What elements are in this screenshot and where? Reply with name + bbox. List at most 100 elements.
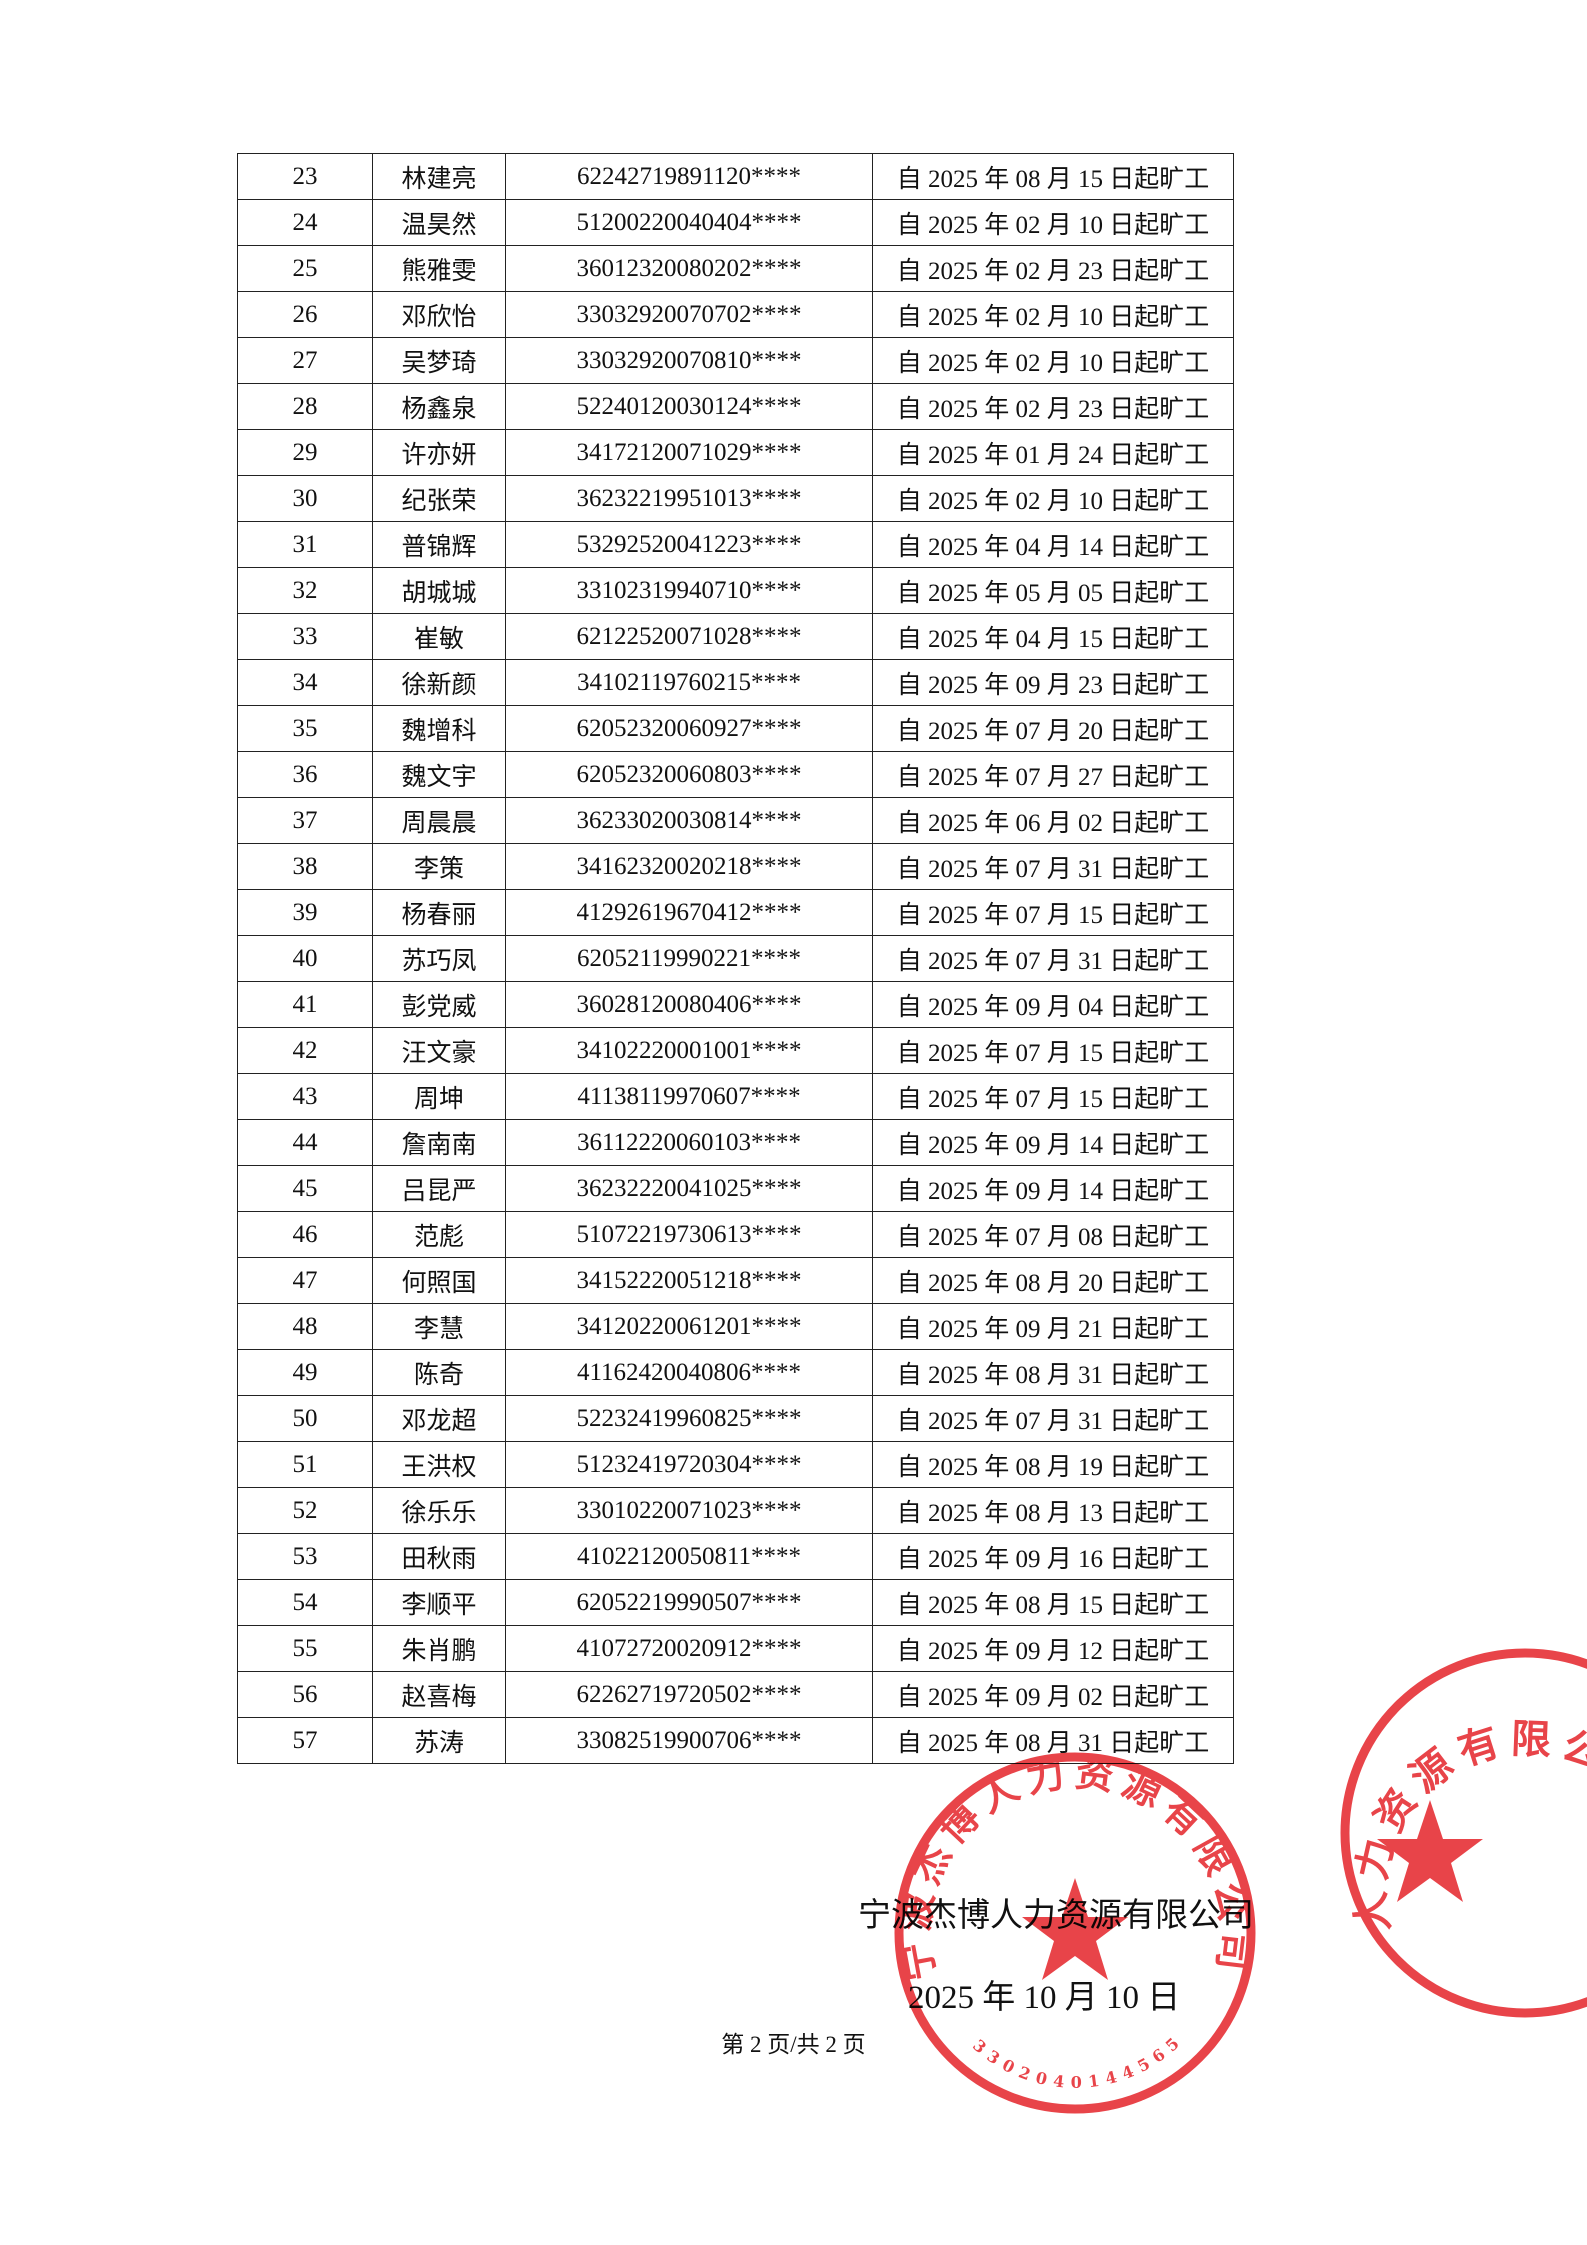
status: 自 2025 年 02 月 10 日起旷工 xyxy=(872,199,1234,246)
name: 普锦辉 xyxy=(372,521,506,568)
id-number: 33032920070810**** xyxy=(505,337,873,384)
row-number: 47 xyxy=(237,1257,373,1304)
status: 自 2025 年 09 月 14 日起旷工 xyxy=(872,1119,1234,1166)
id-number: 36028120080406**** xyxy=(505,981,873,1028)
table-row: 41 彭党威 36028120080406**** 自 2025 年 09 月 04 … xyxy=(237,981,1234,1028)
id-number: 36233020030814**** xyxy=(505,797,873,844)
status: 自 2025 年 09 月 12 日起旷工 xyxy=(872,1625,1234,1672)
id-number: 41292619670412**** xyxy=(505,889,873,936)
id-number: 53292520041223**** xyxy=(505,521,873,568)
id-number: 34102220001001**** xyxy=(505,1027,873,1074)
table-row: 53 田秋雨 41022120050811**** 自 2025 年 09 月 16 … xyxy=(237,1533,1234,1580)
table-row: 57 苏涛 33082519900706**** 自 2025 年 08 月 31 日… xyxy=(237,1717,1234,1764)
id-number: 52232419960825**** xyxy=(505,1395,873,1442)
name: 李慧 xyxy=(372,1303,506,1350)
status: 自 2025 年 09 月 14 日起旷工 xyxy=(872,1165,1234,1212)
name: 彭党威 xyxy=(372,981,506,1028)
row-number: 33 xyxy=(237,613,373,660)
table-row: 47 何照国 34152220051218**** 自 2025 年 08 月 20 … xyxy=(237,1257,1234,1304)
row-number: 42 xyxy=(237,1027,373,1074)
name: 徐乐乐 xyxy=(372,1487,506,1534)
name: 田秋雨 xyxy=(372,1533,506,1580)
row-number: 53 xyxy=(237,1533,373,1580)
row-number: 31 xyxy=(237,521,373,568)
row-number: 36 xyxy=(237,751,373,798)
status: 自 2025 年 07 月 31 日起旷工 xyxy=(872,935,1234,982)
seal-name: 宁波杰博人力资源有限公司 xyxy=(892,1750,1258,1985)
id-number: 62052119990221**** xyxy=(505,935,873,982)
id-number: 41138119970607**** xyxy=(505,1073,873,1120)
id-number: 51072219730613**** xyxy=(505,1211,873,1258)
row-number: 27 xyxy=(237,337,373,384)
id-number: 52240120030124**** xyxy=(505,383,873,430)
status: 自 2025 年 08 月 31 日起旷工 xyxy=(872,1349,1234,1396)
id-number: 62262719720502**** xyxy=(505,1671,873,1718)
table-row: 35 魏增科 62052320060927**** 自 2025 年 07 月 20 … xyxy=(237,705,1234,752)
status: 自 2025 年 02 月 23 日起旷工 xyxy=(872,245,1234,292)
name: 杨春丽 xyxy=(372,889,506,936)
status: 自 2025 年 09 月 02 日起旷工 xyxy=(872,1671,1234,1718)
status: 自 2025 年 07 月 15 日起旷工 xyxy=(872,1027,1234,1074)
name: 魏文宇 xyxy=(372,751,506,798)
id-number: 51232419720304**** xyxy=(505,1441,873,1488)
row-number: 34 xyxy=(237,659,373,706)
table-row: 50 邓龙超 52232419960825**** 自 2025 年 07 月 31 … xyxy=(237,1395,1234,1442)
row-number: 43 xyxy=(237,1073,373,1120)
name: 邓龙超 xyxy=(372,1395,506,1442)
signature-date: 2025 年 10 月 10 日 xyxy=(908,1980,1181,2016)
row-number: 23 xyxy=(237,153,373,200)
table-row: 49 陈奇 41162420040806**** 自 2025 年 08 月 31 日… xyxy=(237,1349,1234,1396)
name: 赵喜梅 xyxy=(372,1671,506,1718)
status: 自 2025 年 08 月 19 日起旷工 xyxy=(872,1441,1234,1488)
table-row: 48 李慧 34120220061201**** 自 2025 年 09 月 21 日… xyxy=(237,1303,1234,1350)
id-number: 62122520071028**** xyxy=(505,613,873,660)
status: 自 2025 年 02 月 23 日起旷工 xyxy=(872,383,1234,430)
name: 詹南南 xyxy=(372,1119,506,1166)
seal-text: 人力资源有限公司 xyxy=(1347,1715,1587,1935)
status: 自 2025 年 07 月 15 日起旷工 xyxy=(872,889,1234,936)
row-number: 38 xyxy=(237,843,373,890)
name: 林建亮 xyxy=(372,153,506,200)
table-row: 55 朱肖鹏 41072720020912**** 自 2025 年 09 月 12 … xyxy=(237,1625,1234,1672)
footer: 第 2 页/共 2 页 xyxy=(721,2032,866,2057)
table-row: 25 熊雅雯 36012320080202**** 自 2025 年 02 月 23 … xyxy=(237,245,1234,292)
row-number: 46 xyxy=(237,1211,373,1258)
table-row: 39 杨春丽 41292619670412**** 自 2025 年 07 月 15 … xyxy=(237,889,1234,936)
name: 王洪权 xyxy=(372,1441,506,1488)
name: 汪文豪 xyxy=(372,1027,506,1074)
id-number: 34172120071029**** xyxy=(505,429,873,476)
table-row: 34 徐新颜 34102119760215**** 自 2025 年 09 月 23 … xyxy=(237,659,1234,706)
name: 吴梦琦 xyxy=(372,337,506,384)
id-number: 33082519900706**** xyxy=(505,1717,873,1764)
status: 自 2025 年 07 月 31 日起旷工 xyxy=(872,1395,1234,1442)
row-number: 50 xyxy=(237,1395,373,1442)
row-number: 44 xyxy=(237,1119,373,1166)
row-number: 57 xyxy=(237,1717,373,1764)
table-row: 33 崔敏 62122520071028**** 自 2025 年 04 月 15 日… xyxy=(237,613,1234,660)
status: 自 2025 年 05 月 05 日起旷工 xyxy=(872,567,1234,614)
table-row: 28 杨鑫泉 52240120030124**** 自 2025 年 02 月 23 … xyxy=(237,383,1234,430)
status: 自 2025 年 09 月 21 日起旷工 xyxy=(872,1303,1234,1350)
row-number: 55 xyxy=(237,1625,373,1672)
table-row: 43 周坤 41138119970607**** 自 2025 年 07 月 15 日… xyxy=(237,1073,1234,1120)
row-number: 32 xyxy=(237,567,373,614)
signature-company: 宁波杰博人力资源有限公司 xyxy=(858,1898,1254,1934)
name: 邓欣怡 xyxy=(372,291,506,338)
status: 自 2025 年 09 月 23 日起旷工 xyxy=(872,659,1234,706)
id-number: 33032920070702**** xyxy=(505,291,873,338)
row-number: 30 xyxy=(237,475,373,522)
id-number: 33102319940710**** xyxy=(505,567,873,614)
name: 朱肖鹏 xyxy=(372,1625,506,1672)
status: 自 2025 年 01 月 24 日起旷工 xyxy=(872,429,1234,476)
id-number: 62052320060927**** xyxy=(505,705,873,752)
table: 23 林建亮 62242719891120**** 自 2025 年 08 月 15 … xyxy=(237,153,1234,1764)
table-row: 44 詹南南 36112220060103**** 自 2025 年 09 月 14 … xyxy=(237,1119,1234,1166)
name: 吕昆严 xyxy=(372,1165,506,1212)
row-number: 45 xyxy=(237,1165,373,1212)
row-number: 51 xyxy=(237,1441,373,1488)
status: 自 2025 年 09 月 16 日起旷工 xyxy=(872,1533,1234,1580)
row-number: 39 xyxy=(237,889,373,936)
row-number: 49 xyxy=(237,1349,373,1396)
name: 温昊然 xyxy=(372,199,506,246)
